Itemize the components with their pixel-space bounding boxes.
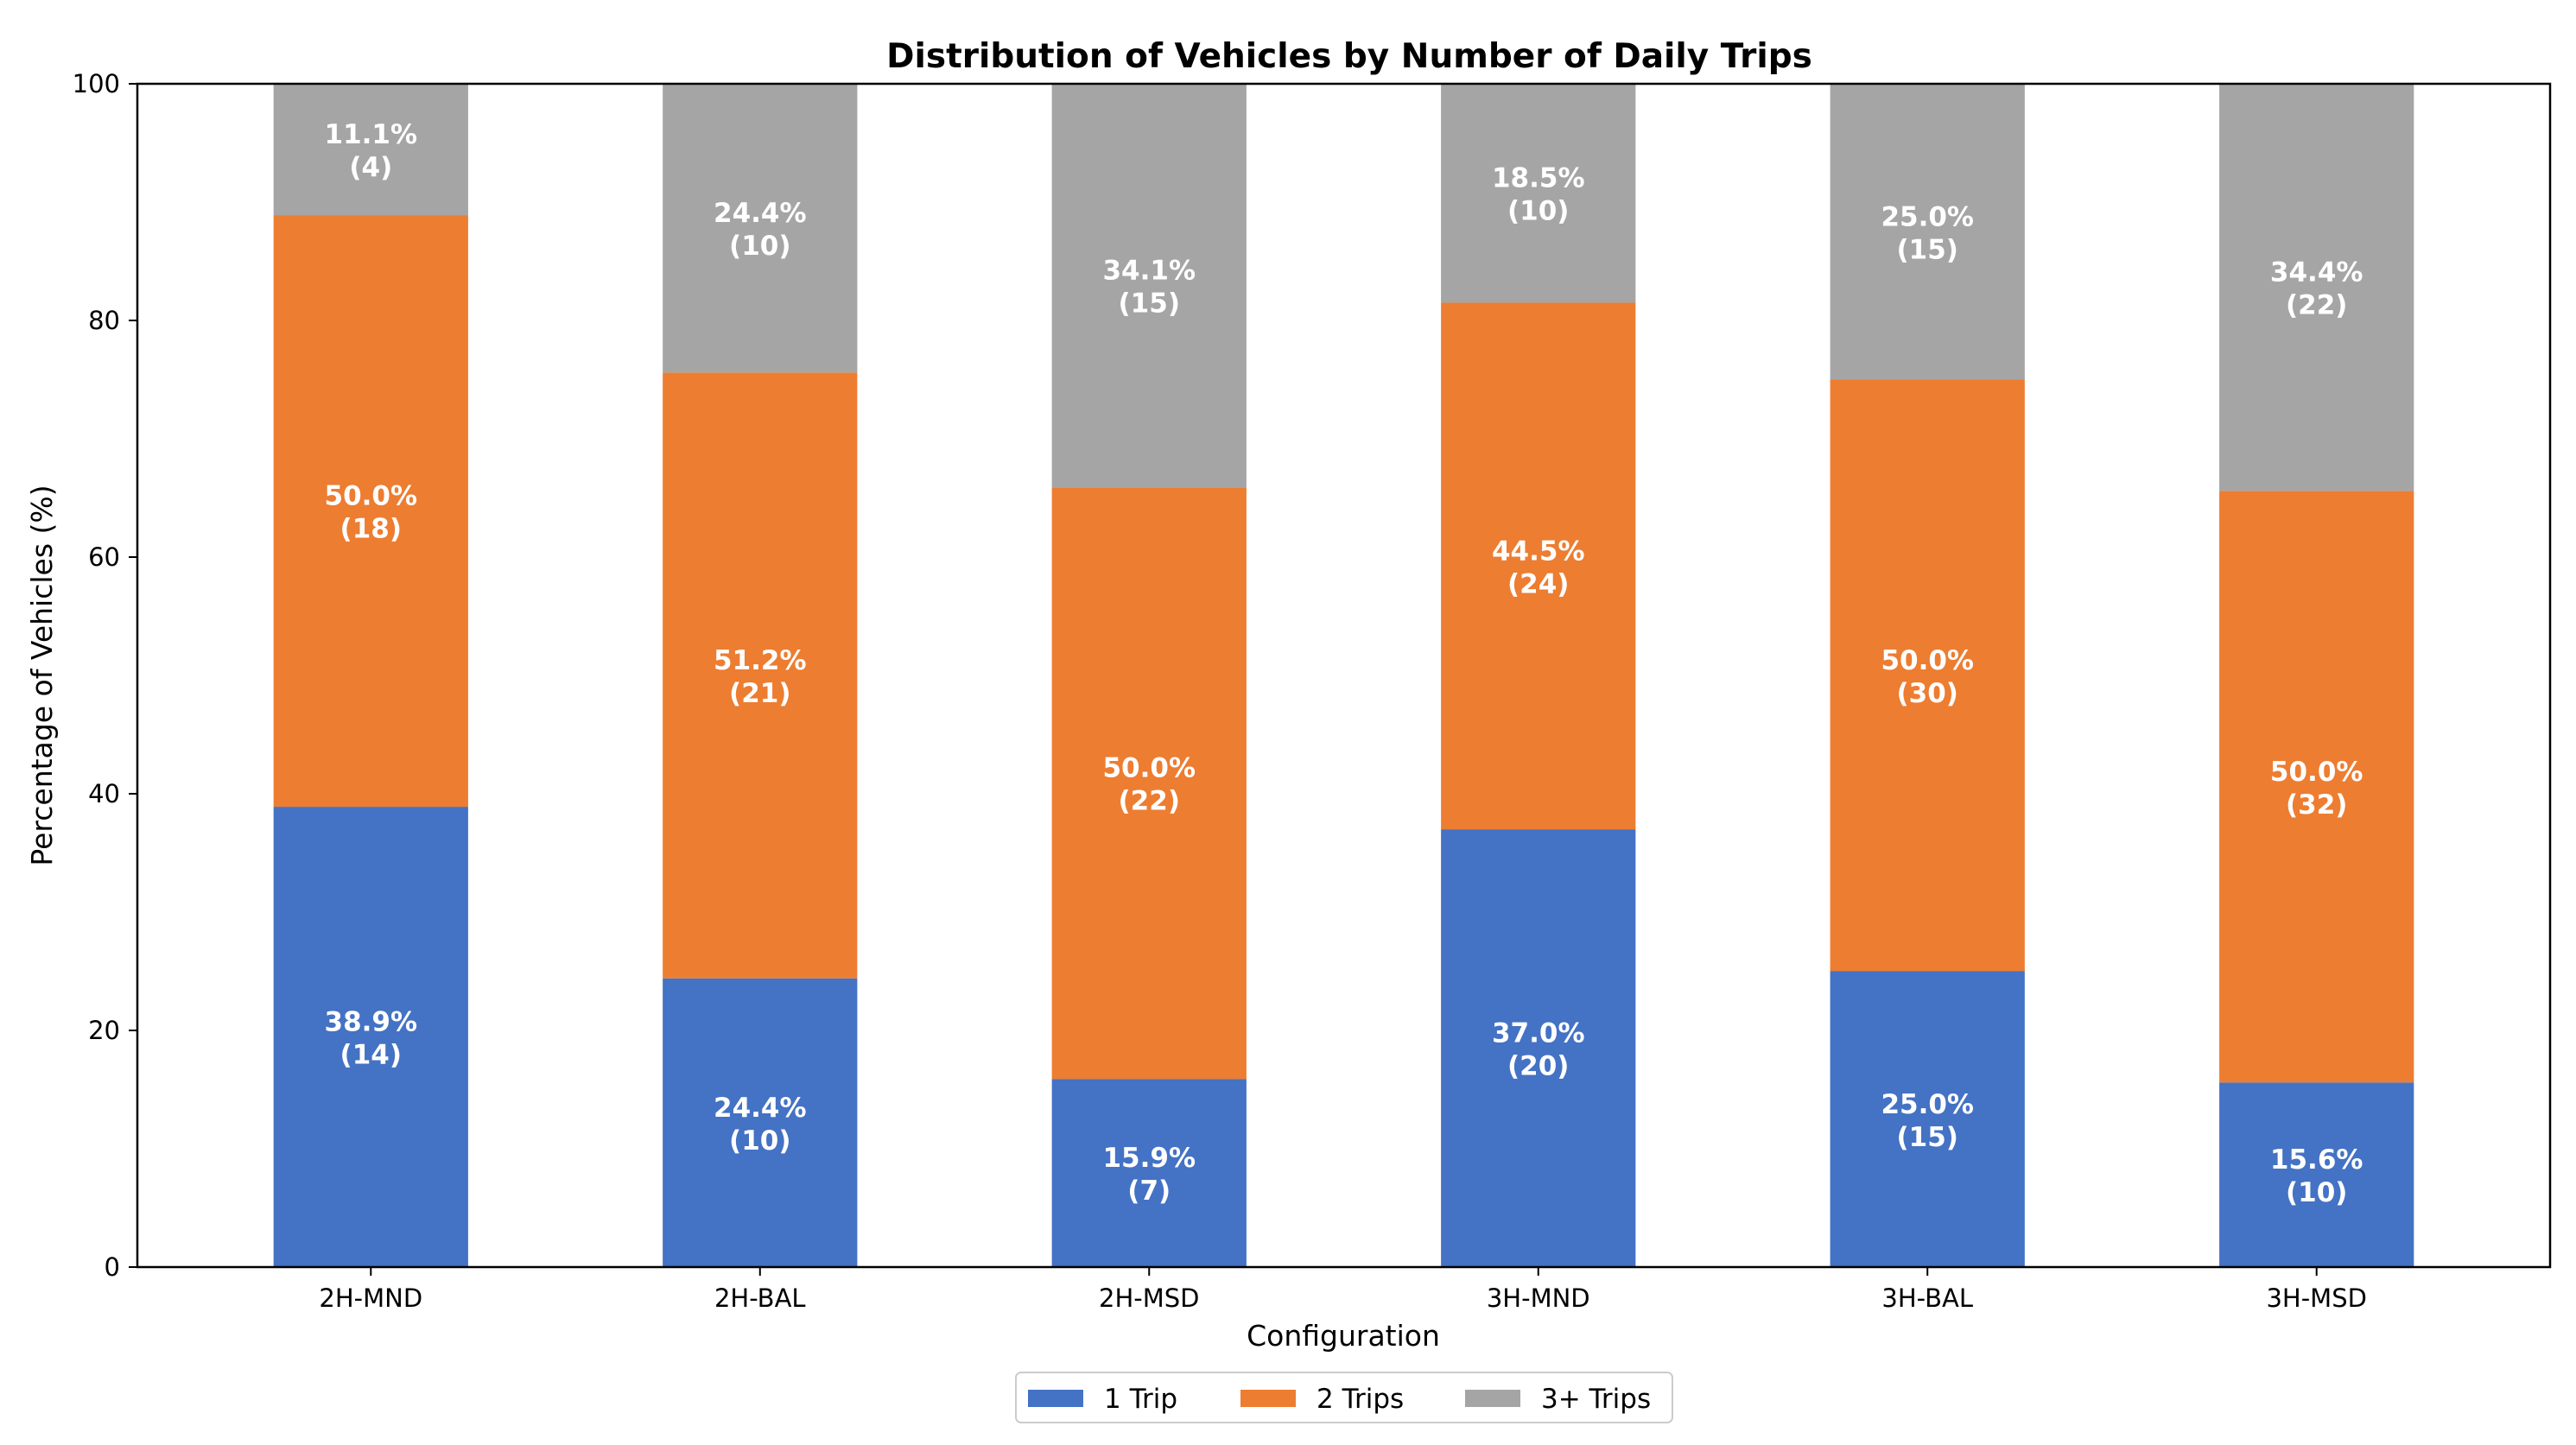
bars-group: [273, 84, 2414, 1267]
x-tick-label: 3H-BAL: [1881, 1283, 1973, 1313]
bar-value-label: 25.0%: [1881, 1089, 1974, 1120]
bar-segment: [1830, 971, 2025, 1267]
bar-value-label: 18.5%: [1492, 163, 1585, 194]
bar-segment: [1830, 379, 2025, 972]
bar-segment: [1441, 84, 1636, 303]
bar-value-label: 37.0%: [1492, 1018, 1585, 1049]
y-tick-label: 40: [88, 779, 120, 808]
bar-count-label: (14): [340, 1040, 402, 1071]
bar-value-label: 50.0%: [325, 481, 418, 512]
legend-label: 3+ Trips: [1541, 1384, 1651, 1415]
bar-segment: [663, 372, 858, 979]
bar-count-label: (22): [2286, 290, 2347, 321]
x-tick-label: 3H-MND: [1487, 1283, 1590, 1313]
y-axis: 0 20 40 60 80 100: [73, 69, 137, 1282]
bar-value-label: 34.1%: [1102, 256, 1196, 287]
y-tick-label: 20: [88, 1016, 120, 1045]
bar-segment: [1051, 1079, 1247, 1267]
chart-title: Distribution of Vehicles by Number of Da…: [886, 37, 1812, 76]
bar-value-label: 50.0%: [2270, 757, 2363, 788]
bar-value-label: 50.0%: [1102, 753, 1196, 784]
bar-labels-group: 38.9%(14)50.0%(18)11.1%(4)24.4%(10)51.2%…: [325, 119, 2363, 1208]
bar-count-label: (15): [1119, 288, 1180, 320]
y-tick-label: 100: [73, 69, 120, 98]
bar-segment: [1441, 829, 1636, 1267]
y-tick-label: 0: [105, 1252, 120, 1282]
legend-swatch: [1465, 1390, 1520, 1407]
bar-segment: [273, 215, 468, 808]
bar-segment: [1051, 487, 1247, 1080]
bar-value-label: 24.4%: [714, 1093, 807, 1124]
bar-segment: [1051, 84, 1247, 488]
bar-count-label: (22): [1119, 786, 1180, 817]
bar-count-label: (4): [349, 152, 392, 183]
bar-value-label: 24.4%: [714, 198, 807, 229]
x-tick-label: 2H-BAL: [714, 1283, 806, 1313]
bar-segment: [663, 84, 858, 373]
bar-segment: [1830, 84, 2025, 380]
bar-count-label: (10): [2286, 1177, 2347, 1208]
y-tick-label: 80: [88, 306, 120, 335]
legend-swatch: [1240, 1390, 1296, 1407]
bar-segment: [1441, 302, 1636, 830]
bar-segment: [2219, 84, 2414, 491]
bar-segment: [663, 978, 858, 1267]
bar-count-label: (10): [729, 1125, 790, 1157]
bar-count-label: (15): [1896, 1122, 1957, 1153]
legend-swatch: [1028, 1390, 1083, 1407]
bar-value-label: 34.4%: [2270, 257, 2363, 288]
x-tick-label: 3H-MSD: [2266, 1283, 2366, 1313]
x-tick-label: 2H-MSD: [1099, 1283, 1199, 1313]
bar-value-label: 50.0%: [1881, 645, 1974, 676]
plot-frame: [136, 82, 2552, 1269]
bar-value-label: 15.9%: [1102, 1143, 1196, 1174]
bar-count-label: (20): [1507, 1051, 1569, 1082]
bar-count-label: (32): [2286, 789, 2347, 821]
bar-segment: [273, 84, 468, 216]
x-tick-label: 2H-MND: [319, 1283, 422, 1313]
bar-count-label: (10): [729, 231, 790, 262]
bar-count-label: (24): [1507, 568, 1569, 599]
bar-value-label: 25.0%: [1881, 201, 1974, 232]
x-axis-label: Configuration: [1247, 1319, 1440, 1353]
legend-label: 1 Trip: [1104, 1384, 1177, 1415]
bar-count-label: (21): [729, 678, 790, 709]
bar-segment: [2219, 1082, 2414, 1267]
bar-count-label: (30): [1896, 678, 1957, 709]
bar-value-label: 11.1%: [325, 119, 418, 150]
bar-count-label: (15): [1896, 234, 1957, 265]
bar-value-label: 38.9%: [325, 1007, 418, 1038]
bar-segment: [273, 807, 468, 1267]
y-axis-label: Percentage of Vehicles (%): [25, 485, 59, 865]
legend-frame: [1015, 1372, 1673, 1423]
bar-count-label: (10): [1507, 196, 1569, 227]
bar-value-label: 51.2%: [714, 645, 807, 676]
bar-count-label: (18): [340, 514, 402, 545]
legend-label: 2 Trips: [1317, 1384, 1404, 1415]
x-axis: 2H-MND 2H-BAL 2H-MSD 3H-MND 3H-BAL 3H-MSD: [319, 1267, 2367, 1313]
bar-segment: [2219, 491, 2414, 1083]
bar-count-label: (7): [1127, 1176, 1171, 1207]
y-tick-label: 60: [88, 542, 120, 572]
bar-value-label: 44.5%: [1492, 536, 1585, 567]
bar-value-label: 15.6%: [2270, 1144, 2363, 1176]
legend: 1 Trip 2 Trips 3+ Trips: [1015, 1372, 1673, 1423]
